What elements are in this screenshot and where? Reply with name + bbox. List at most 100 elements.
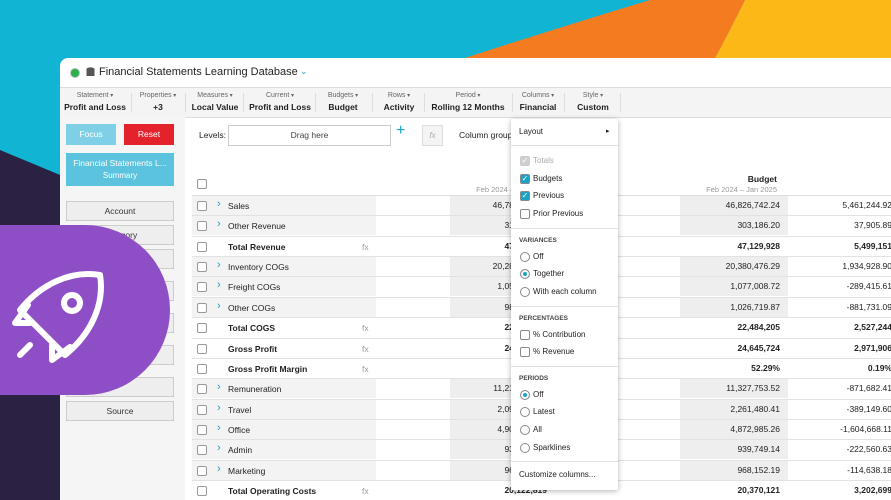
row-checkbox[interactable]	[197, 241, 207, 252]
field-button[interactable]: Account	[66, 201, 174, 221]
column-title: Budget	[747, 174, 777, 184]
formula-button[interactable]: fx	[422, 125, 443, 146]
table-row: ›Travel2,098,588.612,261,480.41-389,149.…	[192, 399, 891, 420]
formula-marker: fx	[362, 241, 369, 252]
expand-row[interactable]: ›	[217, 279, 221, 292]
radio[interactable]	[520, 425, 530, 436]
checkbox[interactable]	[520, 329, 530, 340]
toolbar-value[interactable]: Budget	[328, 102, 358, 112]
toolbar-label[interactable]: Period	[418, 92, 518, 99]
menu-item[interactable]: % Contribution	[533, 329, 586, 339]
value-cell: 52.29%	[680, 358, 788, 378]
radio[interactable]	[520, 269, 530, 280]
expand-row[interactable]: ›	[217, 401, 221, 414]
row-checkbox[interactable]	[197, 363, 207, 374]
value-cell: -871,682.41	[788, 379, 891, 399]
radio[interactable]	[520, 287, 530, 297]
row-checkbox[interactable]	[197, 343, 207, 354]
row-checkbox[interactable]	[197, 221, 207, 232]
levels-dropzone[interactable]: Drag here	[228, 125, 391, 146]
expand-row[interactable]: ›	[217, 442, 221, 455]
row-checkbox[interactable]	[197, 465, 207, 476]
toolbar-label[interactable]: Measures	[165, 92, 265, 99]
row-checkbox[interactable]	[197, 486, 207, 497]
rocket-badge	[0, 225, 170, 395]
title-chevron[interactable]: ⌄	[300, 66, 308, 76]
checkbox[interactable]: ✓	[520, 191, 530, 202]
toolbar-label[interactable]: Statement	[60, 92, 145, 99]
radio[interactable]	[520, 442, 530, 453]
toolbar-label[interactable]: Rows	[349, 92, 449, 99]
toolbar-value[interactable]: Financial	[519, 102, 557, 112]
toolbar-value[interactable]: Profit and Loss	[249, 102, 311, 112]
toolbar-label[interactable]: Columns	[488, 92, 588, 99]
value-cell: -222,560.63	[788, 440, 891, 460]
expand-row[interactable]: ›	[217, 198, 221, 210]
row-checkbox[interactable]	[197, 445, 207, 456]
toolbar-value[interactable]: Custom	[577, 102, 609, 112]
toolbar-value[interactable]: +3	[153, 102, 163, 112]
add-level[interactable]: +	[396, 122, 406, 139]
row-checkbox[interactable]	[197, 302, 207, 313]
menu-item[interactable]: Budgets	[533, 173, 563, 183]
row-name: Remuneration	[228, 384, 282, 395]
field-button[interactable]: Source	[66, 401, 174, 421]
name-cell-bg	[192, 277, 376, 297]
menu-item[interactable]: Off	[533, 251, 544, 261]
checkbox[interactable]: ✓	[520, 173, 530, 184]
menu-item[interactable]: % Revenue	[533, 347, 575, 357]
toolbar-separator	[185, 93, 186, 112]
reset-button[interactable]: Reset	[124, 124, 174, 145]
menu-item[interactable]: Together	[533, 269, 565, 279]
table-row: Total Operating Costs fx 20,122,819 20,370,…	[192, 481, 891, 500]
radio[interactable]	[520, 407, 530, 418]
menu-item[interactable]: Latest	[533, 407, 555, 417]
menu-item[interactable]: Customize columns...	[519, 470, 596, 480]
row-checkbox[interactable]	[197, 323, 207, 334]
expand-row[interactable]: ›	[217, 259, 221, 272]
toolbar-separator	[424, 93, 425, 112]
checkbox[interactable]	[520, 209, 530, 220]
radio[interactable]	[520, 251, 530, 262]
expand-row[interactable]: ›	[217, 462, 221, 475]
menu-item[interactable]: Prior Previous	[533, 209, 584, 219]
row-checkbox[interactable]	[197, 282, 207, 293]
toolbar-value[interactable]: Profit and Loss	[64, 102, 126, 112]
expand-row[interactable]: ›	[217, 421, 221, 434]
view-title: Financial Statements L...	[73, 158, 167, 168]
row-checkbox[interactable]	[197, 262, 207, 273]
expand-row[interactable]: ›	[217, 299, 221, 312]
menu-item[interactable]: Previous	[533, 191, 565, 201]
toolbar-label[interactable]: Budgets	[293, 92, 393, 99]
menu-item[interactable]: With each column	[533, 287, 597, 296]
expand-row[interactable]: ›	[217, 218, 221, 231]
radio[interactable]	[520, 389, 530, 400]
select-all[interactable]	[197, 179, 207, 189]
toolbar-label[interactable]: Style	[543, 92, 643, 99]
row-checkbox[interactable]	[197, 201, 207, 211]
checkbox[interactable]	[520, 347, 530, 358]
columns-menu: Layout ▸ ✓ Totals ✓ Budgets ✓ Previous Prior Pre…	[511, 119, 618, 490]
toolbar-separator	[620, 93, 621, 112]
menu-item[interactable]: Layout	[519, 127, 544, 136]
toolbar-label[interactable]: Properties	[108, 92, 208, 99]
view-card[interactable]: Financial Statements L... Summary	[66, 153, 174, 186]
menu-item[interactable]: Off	[533, 389, 544, 399]
toolbar-value[interactable]: Activity	[383, 102, 415, 112]
row-checkbox[interactable]	[197, 424, 207, 435]
row-name: Gross Profit	[228, 343, 278, 354]
expand-row[interactable]: ›	[217, 381, 221, 394]
toolbar-label[interactable]: Current	[230, 92, 330, 99]
row-checkbox[interactable]	[197, 404, 207, 415]
menu-item[interactable]: Sparklines	[533, 442, 571, 452]
menu-item[interactable]: All	[533, 425, 542, 435]
row-name: Freight COGs	[228, 282, 281, 293]
toolbar-value[interactable]: Rolling 12 Months	[431, 102, 505, 112]
row-checkbox[interactable]	[197, 384, 207, 395]
toolbar-value[interactable]: Local Value	[191, 102, 239, 112]
focus-button[interactable]: Focus	[66, 124, 116, 145]
toolbar-separator	[315, 93, 316, 112]
value-cell: 47,129,928	[680, 236, 788, 256]
value-cell: 5,499,151	[788, 236, 891, 256]
formula-marker: fx	[362, 486, 369, 497]
